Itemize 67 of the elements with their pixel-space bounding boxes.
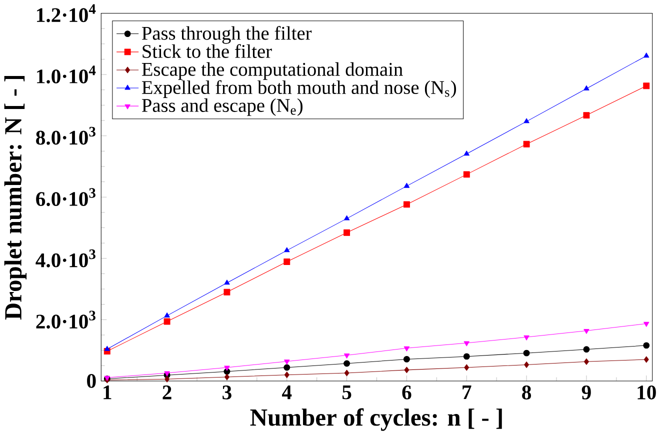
point [164,318,170,325]
point [644,356,649,363]
point [523,140,530,148]
point [524,361,530,368]
y-axis-title: Droplet number: N [ - ] [4,76,27,320]
point [224,366,230,371]
point [643,342,650,349]
y-tick-label: 6.0·10$^{3}$ [36,188,96,206]
point [583,112,590,118]
legend-label: Pass and escape (N$_{e}$) [142,98,302,116]
x-tick-label: 6 [402,385,412,400]
point [464,364,470,371]
point [584,328,590,334]
point [284,247,290,252]
y-tick-label: 1.0·10$^{4}$ [37,66,96,84]
legend-label: Pass through the filter [142,26,312,44]
point [164,312,170,318]
legend-label: Expelled from both mouth and nose (N$_{s}$) [142,80,456,98]
legend-label: Stick to the filter [142,44,272,58]
x-tick-label: 3 [222,385,232,400]
point [344,229,350,236]
point [524,118,530,124]
point [224,374,230,380]
x-tick-label: 8 [522,385,532,400]
x-tick-label: 7 [462,385,472,399]
legend-label: Escape the computational domain [142,62,403,80]
point [404,182,410,188]
x-tick-label: 5 [342,385,352,400]
point [164,376,170,382]
point [344,215,350,220]
point [404,346,410,352]
point [524,335,530,340]
point [224,280,230,285]
point [284,360,290,365]
point [643,82,650,90]
point [523,350,530,356]
point [463,171,470,178]
x-tick-label: 2 [162,385,172,400]
point [464,150,470,156]
x-tick-label: 4 [282,385,292,400]
point [584,358,589,365]
point [404,366,410,374]
point [583,346,590,353]
x-tick-label: 10 [638,385,656,400]
point [403,201,410,208]
point [224,288,230,296]
y-tick-label: 0 [87,374,96,388]
x-tick-label: 1 [104,385,112,400]
point [284,372,290,378]
point [104,346,110,351]
point [584,85,590,90]
x-tick-label: 9 [582,385,591,400]
point [344,353,350,358]
y-tick-label: 8.0·10$^{3}$ [36,126,96,145]
x-axis-title: Number of cycles: n [ - ] [250,408,502,431]
y-tick-label: 2.0·10$^{3}$ [36,310,96,329]
point [644,52,650,58]
point [344,360,350,367]
point [344,370,350,376]
point [463,353,470,360]
y-tick-label: 4.0·10$^{3}$ [36,249,96,268]
point [464,341,470,346]
point [644,322,650,327]
point [284,364,290,371]
point [403,356,410,362]
point [284,258,290,265]
y-tick-label: 1.2·10$^{4}$ [37,4,96,22]
